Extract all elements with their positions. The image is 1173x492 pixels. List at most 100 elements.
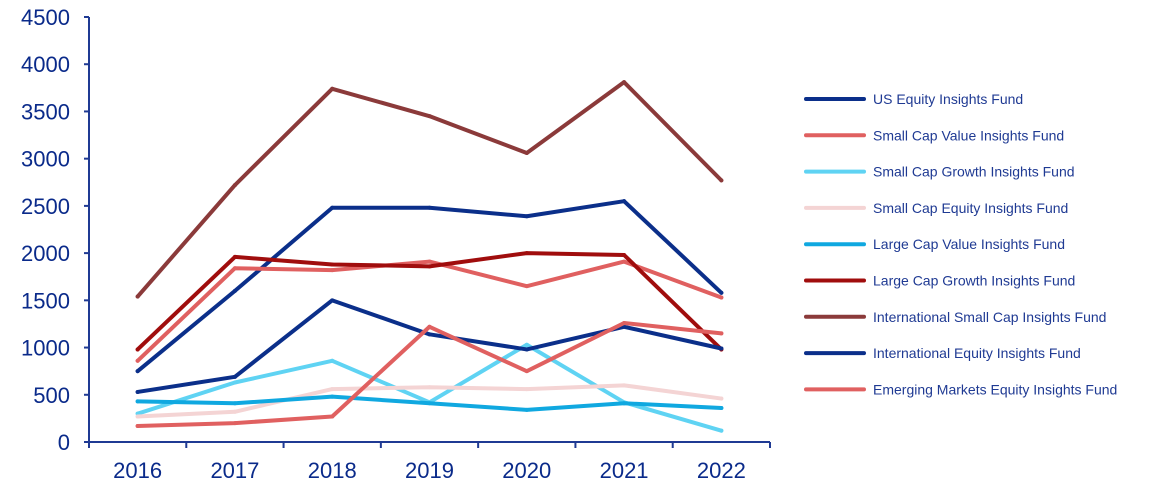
data-point [232,254,237,259]
data-point [719,428,724,433]
data-point [622,80,627,85]
data-point [622,259,627,264]
data-point [622,324,627,329]
data-point [622,401,627,406]
legend-item[interactable]: Emerging Markets Equity Insights Fund [804,381,1117,397]
legend-item[interactable]: Large Cap Value Insights Fund [804,236,1065,252]
x-tick-label: 2020 [502,458,551,483]
data-point [719,295,724,300]
data-point [135,423,140,428]
data-point [232,266,237,271]
series-line [135,259,724,363]
data-point [524,407,529,412]
data-point [135,294,140,299]
y-tick-label: 4000 [21,52,70,77]
data-point [330,358,335,363]
series-1 [135,259,724,363]
data-point [427,259,432,264]
data-point [622,383,627,388]
y-tick-label: 1000 [21,336,70,361]
data-point [135,399,140,404]
data-point [524,151,529,155]
data-point [524,387,529,392]
legend-item[interactable]: US Equity Insights Fund [804,91,1023,107]
legend-label: Small Cap Equity Insights Fund [873,200,1068,216]
data-point [330,394,335,399]
data-point [427,385,432,390]
data-point [232,374,237,379]
x-tick-label: 2016 [113,458,162,483]
data-point [232,421,237,426]
data-point [427,264,432,269]
legend-label: Small Cap Value Insights Fund [873,127,1064,143]
series-6 [135,80,724,299]
legend-label: International Small Cap Insights Fund [873,309,1106,325]
y-tick-label: 3000 [21,147,70,172]
series-line [135,298,724,394]
data-point [330,205,335,210]
series-0 [135,199,724,374]
data-point [622,321,627,325]
data-point [524,369,529,374]
data-point [524,342,529,347]
data-point [524,251,529,256]
data-point [135,369,140,374]
legend-label: International Equity Insights Fund [873,345,1081,361]
y-tick-label: 3500 [21,99,70,124]
legend-item[interactable]: International Small Cap Insights Fund [804,309,1106,325]
legend-item[interactable]: Small Cap Value Insights Fund [804,127,1064,143]
series-lines [135,80,724,433]
data-point [330,414,335,419]
data-point [719,396,724,401]
legend-label: Small Cap Growth Insights Fund [873,164,1075,180]
axes [88,17,770,443]
data-point [719,406,724,410]
series-4 [135,394,724,412]
series-7 [135,298,724,394]
data-point [524,347,529,352]
x-tick-label: 2017 [210,458,259,483]
data-point [232,380,237,385]
data-point [232,401,237,406]
x-tick-label: 2019 [405,458,454,483]
y-tick-label: 2500 [21,194,70,219]
data-point [427,114,432,119]
data-point [524,214,529,219]
data-point [330,298,335,303]
y-ticks: 0 500 1000 1500 2000 2500 3000 3500 4000 4500 [21,5,89,455]
series-3 [135,383,724,419]
legend-item[interactable]: International Equity Insights Fund [804,345,1081,361]
data-point [622,253,627,257]
data-point [135,389,140,394]
y-tick-label: 500 [33,383,70,408]
legend-label: US Equity Insights Fund [873,91,1023,107]
data-point [427,324,432,329]
data-point [427,205,432,210]
y-tick-label: 0 [58,430,70,455]
data-point [232,409,237,414]
legend-label: Large Cap Value Insights Fund [873,236,1065,252]
data-point [427,401,432,406]
y-tick-label: 2000 [21,241,70,266]
x-tick-label: 2022 [697,458,746,483]
legend-item[interactable]: Large Cap Growth Insights Fund [804,273,1075,289]
series-line [135,199,724,374]
data-point [232,288,237,293]
legend-label: Emerging Markets Equity Insights Fund [873,381,1117,397]
data-point [135,414,140,419]
x-ticks: 2016 2017 2018 2019 2020 2021 2022 [88,442,771,483]
data-point [330,262,335,267]
x-tick-label: 2018 [308,458,357,483]
series-8 [135,321,724,428]
data-point [232,183,237,188]
data-point [427,332,432,337]
data-point [330,387,335,392]
data-point [135,347,140,352]
legend-item[interactable]: Small Cap Equity Insights Fund [804,200,1068,216]
data-point [524,284,529,289]
legend-item[interactable]: Small Cap Growth Insights Fund [804,164,1075,180]
data-point [719,346,724,351]
y-tick-label: 4500 [21,5,70,30]
data-point [330,86,335,91]
